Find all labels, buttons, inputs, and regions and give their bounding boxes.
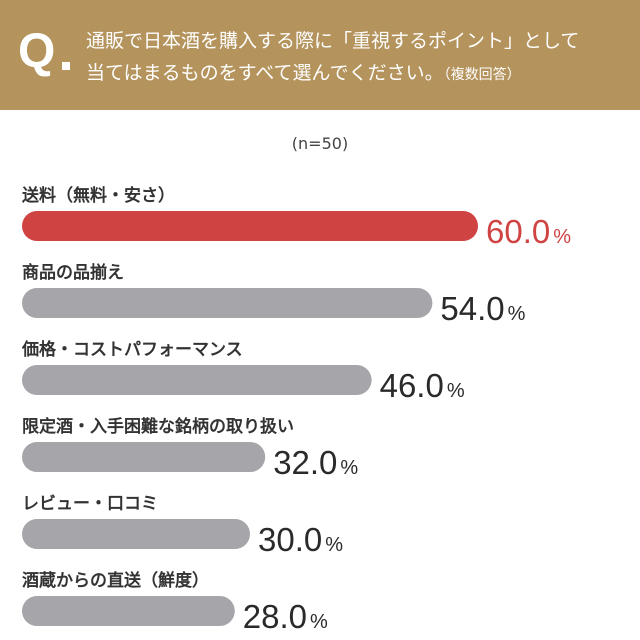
value-unit: %	[325, 534, 343, 556]
value-label: 54.0%	[440, 290, 525, 327]
value-number: 28.0	[243, 598, 307, 635]
bar	[22, 596, 235, 626]
value-unit: %	[447, 380, 465, 402]
value-label: 28.0%	[243, 598, 328, 635]
value-number: 30.0	[258, 521, 322, 558]
value-unit: %	[310, 611, 328, 633]
category-label: 価格・コストパフォーマンス	[21, 339, 243, 360]
bar	[22, 365, 372, 395]
value-number: 54.0	[440, 290, 504, 327]
bar	[22, 442, 266, 472]
bar	[22, 519, 250, 549]
question-note: （複数回答）	[443, 67, 521, 83]
question-text-line1: 通販で日本酒を購入する際に「重視するポイント」として	[86, 30, 580, 52]
question-text-line2-main: 当てはまるものをすべて選んでください。	[86, 62, 444, 84]
question-text-line2: 当てはまるものをすべて選んでください。（複数回答）	[86, 58, 521, 85]
sample-size-label: (n=50)	[291, 134, 349, 153]
category-label: 商品の品揃え	[22, 262, 124, 283]
value-label: 46.0%	[380, 367, 465, 404]
question-mark: Q	[18, 25, 56, 78]
category-label: レビュー・口コミ	[22, 494, 158, 514]
bar	[22, 288, 433, 318]
value-label: 32.0%	[273, 444, 358, 481]
question-mark-dot	[62, 62, 70, 70]
category-label: 酒蔵からの直送（鮮度）	[22, 570, 209, 591]
value-unit: %	[553, 226, 571, 248]
category-label: 限定酒・入手困難な銘柄の取り扱い	[22, 416, 294, 437]
value-number: 60.0	[486, 213, 550, 250]
value-unit: %	[340, 457, 358, 479]
category-label: 送料（無料・安さ）	[22, 185, 175, 206]
value-label: 30.0%	[258, 521, 343, 558]
value-unit: %	[508, 303, 526, 325]
value-number: 46.0	[380, 367, 444, 404]
value-number: 32.0	[273, 444, 337, 481]
bar	[22, 211, 478, 241]
value-label: 60.0%	[486, 213, 571, 250]
question-header: Q 通販で日本酒を購入する際に「重視するポイント」として 当てはまるものをすべて…	[0, 0, 640, 110]
